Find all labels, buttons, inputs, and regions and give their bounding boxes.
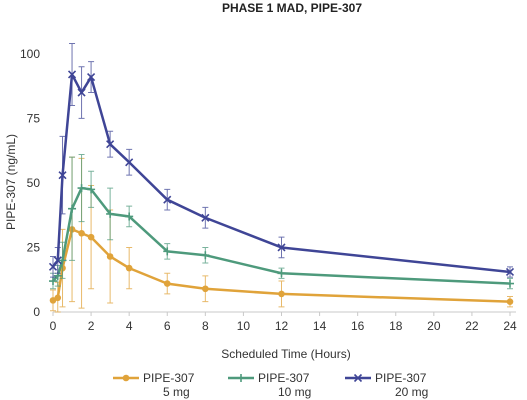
- x-tick-label: 14: [313, 319, 327, 333]
- y-tick-label: 50: [27, 176, 41, 190]
- data-point: [278, 290, 285, 298]
- y-tick-label: 25: [27, 240, 41, 254]
- data-point: [68, 204, 77, 213]
- legend-dose: 10 mg: [278, 385, 311, 399]
- x-tick-label: 16: [351, 319, 365, 333]
- data-point: [77, 184, 86, 193]
- x-ticks: 0 2 4 6 8 10 12 14 16 18 20 22 24: [50, 312, 517, 333]
- x-axis-label: Scheduled Time (Hours): [221, 347, 350, 361]
- legend-label: PIPE-307: [258, 371, 310, 385]
- data-point: [106, 253, 114, 260]
- data-point: [201, 213, 210, 222]
- data-point: [125, 212, 134, 221]
- x-tick-label: 10: [237, 319, 251, 333]
- x-tick-label: 8: [202, 319, 209, 333]
- y-tick-label: 0: [33, 305, 40, 319]
- legend-label: PIPE-307: [375, 371, 427, 385]
- legend-label: PIPE-307: [143, 371, 195, 385]
- series-2: [49, 154, 514, 290]
- data-point: [506, 298, 514, 305]
- x-tick-label: 22: [465, 319, 479, 333]
- y-axis-label: PIPE-307 (ng/mL): [4, 134, 18, 230]
- y-ticks: 0 25 50 75 100: [20, 47, 40, 319]
- data-point: [58, 171, 67, 180]
- x-tick-label: 2: [88, 319, 95, 333]
- data-point: [87, 233, 95, 241]
- data-point: [163, 247, 172, 256]
- data-point: [48, 262, 58, 271]
- x-tick-label: 12: [275, 319, 289, 333]
- data-point: [505, 267, 515, 277]
- y-tick-label: 100: [20, 47, 40, 61]
- legend-dose: 20 mg: [395, 385, 428, 399]
- data-point: [506, 279, 514, 288]
- x-tick-label: 6: [164, 319, 171, 333]
- legend-dose: 5 mg: [163, 385, 190, 399]
- series-line: [51, 73, 511, 274]
- x-tick-label: 20: [427, 319, 441, 333]
- data-point: [78, 229, 85, 237]
- data-point: [54, 294, 62, 302]
- legend-marker: [353, 373, 363, 383]
- chart-title: PHASE 1 MAD, PIPE-307: [222, 1, 362, 15]
- legend-marker: [122, 374, 130, 382]
- x-tick-label: 4: [126, 319, 133, 333]
- y-tick-label: 75: [27, 111, 41, 125]
- data-point: [163, 280, 171, 287]
- data-point: [125, 158, 134, 167]
- data-point: [67, 70, 77, 79]
- data-point: [53, 256, 62, 265]
- data-point: [163, 195, 172, 204]
- data-point: [125, 264, 133, 272]
- data-point: [106, 140, 115, 149]
- data-point: [277, 243, 286, 252]
- data-point: [202, 285, 209, 293]
- data-point: [77, 88, 86, 97]
- series-layer: [48, 42, 515, 313]
- series-1: [49, 156, 514, 313]
- data-point: [87, 185, 96, 194]
- x-tick-label: 24: [503, 319, 517, 333]
- data-point: [58, 256, 67, 265]
- data-point: [277, 269, 286, 278]
- data-point: [49, 277, 57, 286]
- series-line: [52, 228, 511, 303]
- data-point: [87, 72, 96, 82]
- x-tick-label: 0: [50, 319, 57, 333]
- series-3: [48, 42, 515, 278]
- legend-marker: [237, 374, 245, 382]
- data-point: [106, 209, 115, 218]
- x-tick-label: 18: [389, 319, 403, 333]
- data-point: [201, 251, 210, 260]
